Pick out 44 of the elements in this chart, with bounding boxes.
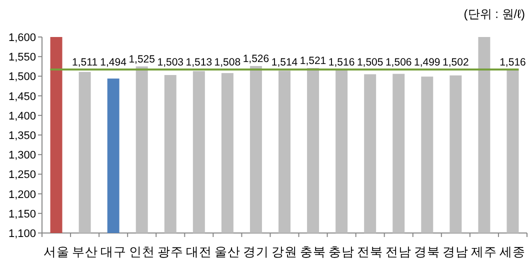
data-label: 1,511 [72, 56, 98, 69]
xtick: 대전 [186, 245, 212, 259]
ytick: 1,350 [8, 130, 36, 142]
data-label: 1,502 [442, 56, 469, 69]
data-label: 1,508 [214, 56, 241, 69]
data-label: 1,526 [242, 53, 270, 65]
xtick: 경기 [242, 245, 269, 259]
xtick: 경북 [414, 245, 440, 259]
xtick: 광주 [157, 245, 184, 259]
ytick: 1,250 [8, 169, 36, 182]
data-label: 1,513 [186, 56, 212, 69]
xtick: 충남 [328, 245, 355, 259]
data-label: 1,499 [414, 56, 440, 69]
xtick: 제주 [471, 245, 498, 259]
xtick: 세종 [500, 245, 526, 259]
ytick: 1,450 [8, 90, 36, 103]
ytick: 1,550 [8, 52, 36, 64]
data-label: 1,516 [328, 56, 355, 69]
ytick: 1,150 [8, 208, 36, 220]
ytick: 1,200 [8, 188, 36, 201]
ytick: 1,400 [8, 110, 36, 122]
ytick: 1,100 [8, 228, 36, 240]
xtick: 대구 [100, 245, 126, 259]
data-label: 1,516 [500, 56, 526, 69]
xtick: 강원 [272, 245, 298, 259]
xtick: 전남 [386, 245, 412, 259]
ytick: 1,500 [8, 71, 36, 84]
data-label: 1,525 [128, 53, 155, 66]
data-label: 1,521 [300, 54, 326, 67]
data-label: 1,506 [385, 56, 412, 69]
xtick: 울산 [214, 245, 240, 259]
xtick: 전북 [357, 245, 384, 259]
data-label: 1,505 [356, 56, 384, 69]
xtick: 부산 [72, 245, 98, 259]
xtick: 경남 [442, 245, 469, 259]
ytick: 1,300 [8, 150, 36, 162]
data-label: 1,494 [100, 56, 126, 69]
xtick: 인천 [128, 245, 155, 259]
xtick: 충북 [300, 245, 326, 259]
xtick: 서울 [43, 245, 70, 259]
data-label: 1,503 [157, 56, 184, 69]
ytick: 1,600 [8, 32, 36, 44]
annotation: (단위 : 원/ℓ) [464, 7, 525, 21]
data-label: 1,514 [271, 56, 298, 69]
